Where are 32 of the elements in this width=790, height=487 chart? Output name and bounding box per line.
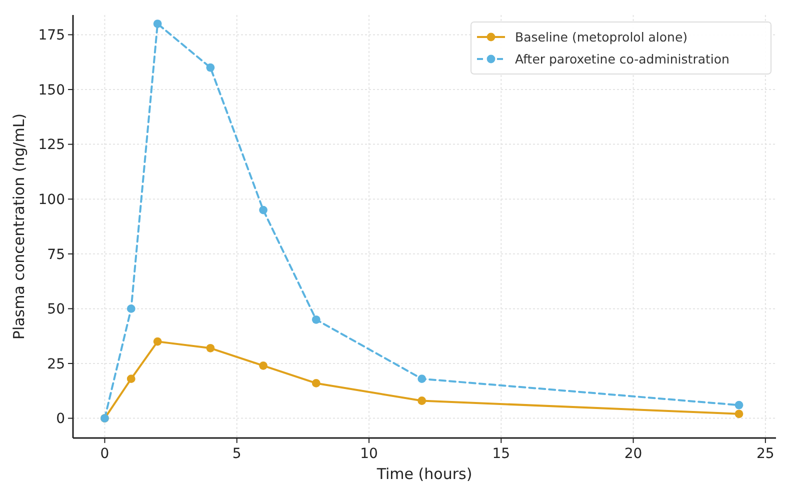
x-tick-label: 0 [100,446,110,462]
point [153,337,162,346]
point [259,361,268,370]
point [418,374,426,384]
y-axis-title: Plasma concentration (ng/mL) [10,113,28,340]
y-tick-label: 0 [56,411,65,428]
y-tick-label: 75 [47,246,65,263]
y-tick-label: 25 [47,356,65,372]
x-tick-label: 15 [492,446,510,462]
x-tick-label: 5 [232,446,242,462]
point [153,20,162,28]
point [206,344,215,352]
point [734,400,744,410]
point [312,315,320,324]
x-tick-label: 10 [360,446,378,462]
point [734,410,744,418]
y-tick-label: 125 [38,137,65,154]
point [259,206,268,214]
legend-label: Baseline (metoprolol alone) [515,29,688,44]
y-tick-label: 175 [38,28,65,44]
y-tick-label: 150 [38,82,65,98]
point [126,304,136,313]
y-tick-label: 50 [47,302,65,318]
point [126,374,136,384]
point [206,63,215,72]
legend-label: After paroxetine co-administration [515,51,730,66]
x-axis-title: Time (hours) [376,465,472,483]
x-tick-label: 20 [624,446,642,462]
point [312,379,320,388]
y-tick-label: 100 [38,192,65,208]
x-tick-label: 25 [756,446,774,462]
point [418,396,426,405]
